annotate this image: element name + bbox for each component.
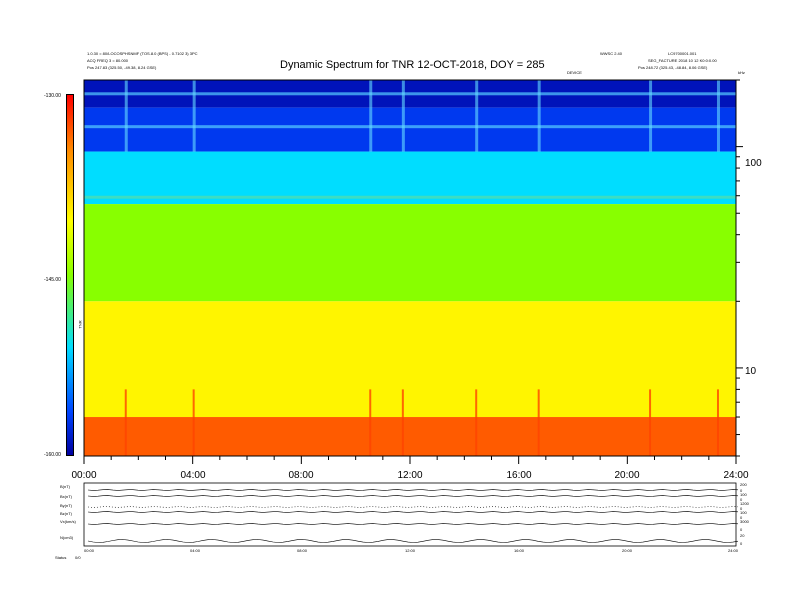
burst-mark [124, 389, 127, 456]
panel-x-tick: 20:00 [622, 548, 633, 553]
panel-row-label: Vx(km/s) [60, 519, 76, 524]
panel-row-label: Bz(nT) [60, 511, 72, 516]
x-tick-label: 12:00 [397, 470, 423, 481]
heatmap-stripe [84, 125, 736, 129]
chart-title: Dynamic Spectrum for TNR 12-OCT-2018, DO… [280, 59, 545, 71]
header-info-left-3: Pos 247.83 (325.50, -49.38, 8.24 GSE) [87, 65, 157, 70]
colorbar-tick-label: -160.00 [44, 452, 61, 458]
x-tick-label: 20:00 [614, 470, 640, 481]
heatmap-stripe [84, 92, 736, 96]
panel-row-label: By(nT) [60, 503, 72, 508]
panel-right-tick: 1200 [740, 501, 749, 506]
panel-x-tick: 24:00 [728, 548, 739, 553]
burst-mark-top [537, 80, 541, 152]
x-tick-label: 00:00 [71, 470, 97, 481]
header-info-left-2: ACQ FREQ 3 = 80.000 [87, 58, 129, 63]
heatmap-band [84, 204, 736, 302]
panel-right-tick: 0 [740, 541, 743, 546]
burst-mark [369, 389, 372, 456]
y-ticks-group [736, 79, 743, 457]
y-tick-label: 100 [745, 158, 762, 169]
bottom-panel-frame [83, 482, 737, 547]
heatmap-stripe [84, 195, 736, 199]
panel-row-label: N(cm3) [60, 535, 74, 540]
panel-right-tick: 0 [740, 497, 743, 502]
panel-right-tick: 200 [740, 482, 747, 487]
panel-right-tick: 100 [740, 492, 747, 497]
panel-row-label: Bx(nT) [60, 494, 72, 499]
header-info-right-2: SEG_FACTURE 2018 10 12 K0:0:0.00 [648, 58, 717, 63]
panel-trace [87, 495, 739, 497]
burst-mark-top [475, 80, 479, 152]
panel-right-tick: 0 [740, 527, 743, 532]
panel-right-tick: 3000 [740, 519, 749, 524]
panel-right-tick: 0 [740, 488, 743, 493]
header-info-mid: WWSC 2.40 [600, 51, 623, 56]
colorbar [66, 94, 74, 456]
burst-mark [537, 389, 540, 456]
x-tick-label: 08:00 [288, 470, 314, 481]
header-info-right-1: LC9700001.001 [668, 51, 697, 56]
burst-mark [649, 389, 652, 456]
burst-mark [716, 389, 719, 456]
burst-mark-top [192, 80, 196, 152]
panel-x-tick: 04:00 [190, 548, 201, 553]
panel-right-tick: 0 [740, 506, 743, 511]
panel-trace [87, 523, 739, 525]
burst-mark [192, 389, 195, 456]
burst-mark-top [124, 80, 128, 152]
colorbar-tick-label: -145.00 [44, 277, 61, 283]
bottom-panel-traces [87, 489, 739, 543]
footer-value: 0/0 [75, 555, 81, 560]
colorbar-fill [67, 95, 73, 455]
x-tick-label: 04:00 [180, 470, 206, 481]
panel-right-tick: 20 [740, 533, 745, 538]
x-ticks-group [83, 456, 737, 464]
burst-mark-top [369, 80, 373, 152]
header-info-right-3: Pos 248.72 (325.43, -48.84, 8.06 GSE) [638, 65, 708, 70]
burst-mark-top [716, 80, 720, 152]
panel-trace [87, 511, 739, 513]
panel-trace [87, 506, 739, 508]
header-info-left-1: 1.0.30 = 80/LOCOSPHSNMF (TOS.8.0 (BPS) -… [87, 51, 198, 56]
panel-trace [87, 489, 739, 491]
burst-mark-top [649, 80, 653, 152]
burst-mark-top [401, 80, 405, 152]
panel-x-tick: 00:00 [84, 548, 95, 553]
burst-mark [475, 389, 478, 456]
heatmap-band [84, 151, 736, 205]
panel-right-tick: 0 [740, 515, 743, 520]
units-label: DEVICE [567, 70, 582, 75]
panel-x-tick: 08:00 [297, 548, 308, 553]
footer-label: Status [55, 555, 67, 560]
y-tick-label: 10 [745, 366, 757, 377]
x-tick-label: 24:00 [723, 470, 749, 481]
panel-trace [87, 539, 739, 543]
corner-label: kHz [738, 70, 745, 75]
panel-x-tick: 16:00 [514, 548, 525, 553]
panel-right-tick: 100 [740, 510, 747, 515]
panel-x-tick: 12:00 [405, 548, 416, 553]
colorbar-tick-label: -130.00 [44, 93, 61, 99]
burst-mark [401, 389, 404, 456]
bursts-group [124, 80, 720, 456]
panel-row-label: B(nT) [60, 484, 70, 489]
x-tick-label: 16:00 [506, 470, 532, 481]
